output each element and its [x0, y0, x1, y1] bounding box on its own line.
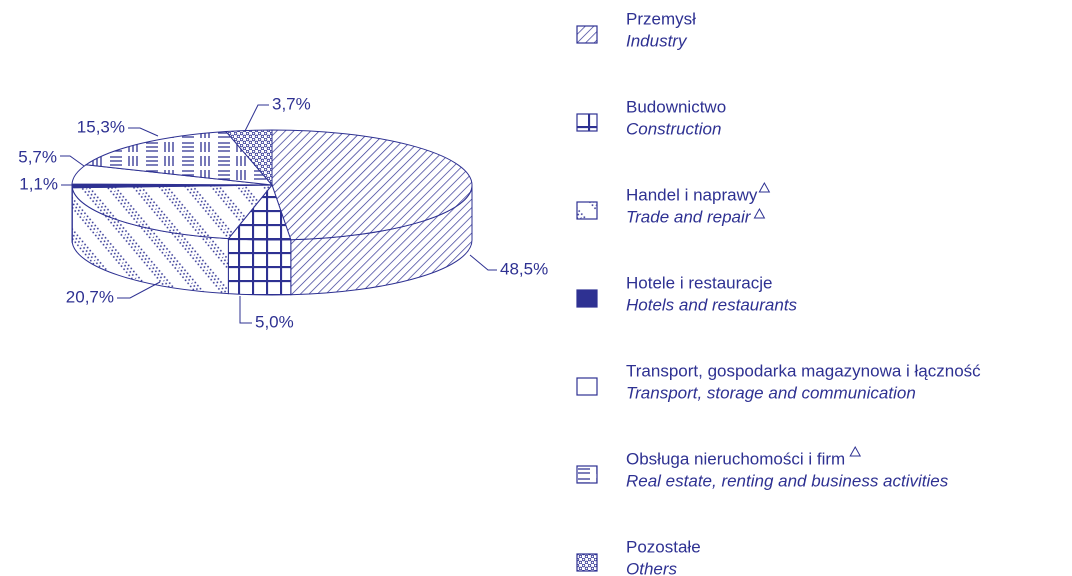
- legend-label: Hotele i restauracje: [626, 273, 772, 292]
- legend-swatch: [576, 25, 598, 44]
- legend-swatch: [576, 201, 598, 220]
- legend-translation: Transport, storage and communication: [626, 383, 916, 402]
- pie-slice: [84, 130, 274, 186]
- legend-swatch: [576, 113, 598, 132]
- legend-swatch: [576, 465, 598, 484]
- legend-translation: Real estate, renting and business activi…: [626, 471, 949, 490]
- legend-label: Budownictwo: [626, 97, 726, 116]
- leader-line: [244, 104, 269, 132]
- footnote-mark: [758, 181, 771, 193]
- legend-label: Transport, gospodarka magazynowa i łączn…: [626, 361, 981, 380]
- legend-swatch: [576, 289, 598, 308]
- legend-label: Przemysł: [626, 9, 696, 28]
- data-label: 48,5%: [500, 259, 548, 278]
- legend-swatch: [576, 377, 598, 396]
- data-label: 1,1%: [19, 174, 58, 193]
- data-label: 5,0%: [255, 312, 294, 331]
- data-label: 20,7%: [66, 287, 114, 306]
- legend-translation: Construction: [626, 119, 721, 138]
- data-label: 15,3%: [77, 117, 125, 136]
- legend-label: Handel i naprawy: [626, 185, 758, 204]
- legend-translation: Hotels and restaurants: [626, 295, 798, 314]
- data-label: 5,7%: [18, 147, 57, 166]
- legend-label: Obsługa nieruchomości i firm: [626, 449, 845, 468]
- leader-line: [128, 127, 159, 137]
- leader-line: [60, 155, 85, 167]
- legend-translation: Industry: [626, 31, 688, 50]
- legend-label: Pozostałe: [626, 537, 701, 556]
- leader-line: [117, 281, 161, 299]
- legend-translation: Others: [626, 559, 678, 576]
- data-label: 3,7%: [272, 94, 311, 113]
- leader-line: [239, 296, 252, 324]
- pie-slice: [71, 184, 274, 240]
- footnote-mark: [753, 207, 766, 219]
- footnote-mark: [849, 445, 862, 457]
- leader-line: [469, 254, 497, 271]
- pie-slice: [271, 129, 473, 241]
- pie-side: [227, 238, 292, 296]
- legend-swatch: [576, 553, 598, 572]
- pie-slice: [224, 129, 273, 187]
- legend-translation: Trade and repair: [626, 207, 752, 226]
